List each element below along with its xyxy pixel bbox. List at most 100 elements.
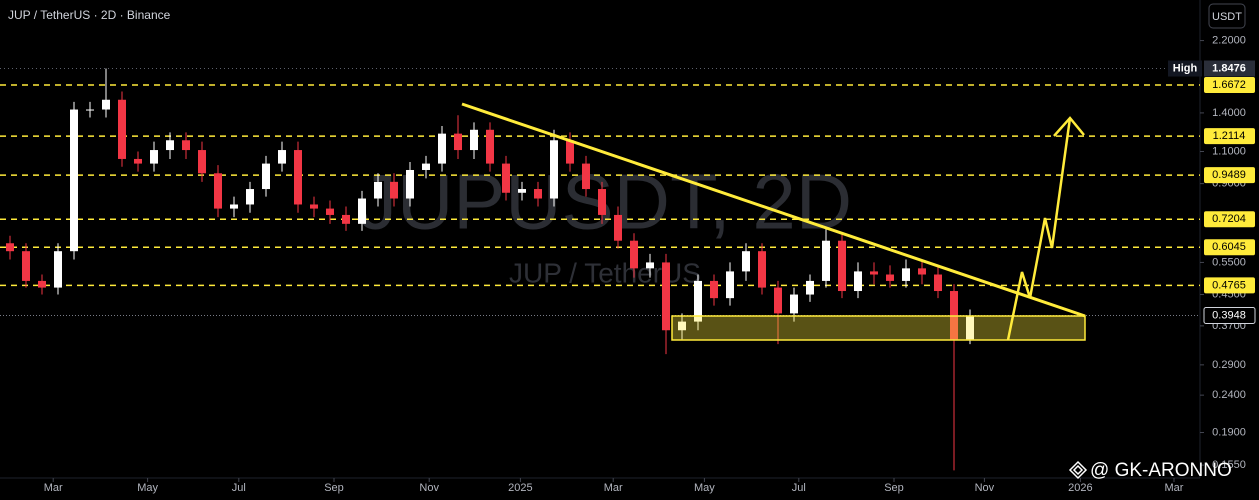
y-tick-label: 0.1900 — [1212, 426, 1246, 438]
y-tick-label: 0.2900 — [1212, 359, 1246, 371]
candle-body — [774, 287, 782, 314]
currency-label[interactable]: USDT — [1212, 11, 1242, 23]
candle-body — [822, 240, 830, 281]
projection-arrow — [1006, 117, 1072, 341]
x-tick-label: Nov — [975, 482, 995, 494]
candle-body — [742, 251, 750, 272]
arrow-head — [1053, 116, 1085, 137]
y-tick-label: 1.1000 — [1212, 145, 1246, 157]
author-icon — [1068, 460, 1088, 480]
y-tick-label: 1.4000 — [1212, 107, 1246, 119]
candle-body — [646, 262, 654, 269]
level-label: 0.4765 — [1212, 279, 1246, 291]
axis-group: 2.20001.40001.10000.90000.55000.45000.37… — [44, 34, 1256, 494]
candle-body — [246, 189, 254, 205]
candle-body — [582, 163, 590, 190]
candle-body — [294, 150, 302, 205]
symbol-watermark-subtitle: JUP / TetherUS — [509, 257, 701, 288]
candle-body — [38, 280, 46, 288]
candle-body — [710, 280, 718, 299]
x-tick-label: Sep — [884, 482, 904, 494]
candle-body — [374, 181, 382, 199]
x-tick-label: Sep — [324, 482, 344, 494]
level-label-box — [1204, 76, 1255, 93]
candle-body — [934, 274, 942, 292]
candle-body — [694, 280, 702, 322]
level-label: 1.6672 — [1212, 79, 1246, 91]
candle-body — [278, 150, 286, 164]
candle-body — [950, 291, 958, 340]
candle-body — [150, 150, 158, 164]
candle-body — [102, 99, 110, 110]
candle-body — [422, 163, 430, 170]
x-tick-label: May — [694, 482, 715, 494]
candle-body — [70, 109, 78, 252]
x-tick-label: Jul — [792, 482, 806, 494]
candle-body — [854, 271, 862, 292]
x-tick-label: Jul — [232, 482, 246, 494]
x-tick-label: 2025 — [508, 482, 532, 494]
candle-body — [966, 315, 974, 340]
y-tick-label: 0.5500 — [1212, 256, 1246, 268]
last-price-box — [1203, 306, 1256, 324]
candle-body — [214, 173, 222, 209]
candle-body — [726, 271, 734, 299]
candle-body — [918, 268, 926, 275]
level-label-box — [1204, 211, 1255, 228]
level-label-box — [1204, 277, 1255, 294]
candle-body — [534, 189, 542, 199]
candle-body — [678, 321, 686, 331]
candle-body — [758, 251, 766, 288]
candle-body — [262, 163, 270, 190]
level-label-box — [1204, 239, 1255, 256]
x-tick-label: 2026 — [1068, 482, 1092, 494]
level-label: 1.2114 — [1213, 130, 1246, 142]
candle-body — [118, 99, 126, 159]
candle-body — [6, 243, 14, 252]
currency-button[interactable] — [1208, 3, 1246, 29]
candle-body — [502, 163, 510, 193]
candle-body — [470, 129, 478, 151]
author-text: @ GK-ARONNO — [1090, 460, 1232, 481]
candle-body — [166, 140, 174, 151]
x-tick-label: May — [137, 482, 158, 494]
candle-body — [326, 208, 334, 215]
trendline — [461, 102, 1086, 318]
last-price-label: 0.3948 — [1212, 309, 1246, 321]
candle-body — [454, 133, 462, 151]
level-label: 0.9489 — [1212, 169, 1246, 181]
x-tick-label: Nov — [419, 482, 439, 494]
candle-body — [438, 133, 446, 164]
candle-body — [182, 140, 190, 151]
y-tick-label: 0.2400 — [1212, 389, 1246, 401]
candle-body — [566, 140, 574, 164]
candle-body — [630, 240, 638, 269]
candle-body — [406, 169, 414, 199]
candle-body — [902, 268, 910, 281]
drawings — [461, 102, 1086, 341]
candle-body — [198, 150, 206, 174]
candle-body — [886, 274, 894, 281]
candle-body — [134, 158, 142, 164]
high-value: 1.8476 — [1212, 62, 1246, 74]
x-tick-label: Mar — [44, 482, 63, 494]
candle-body — [598, 189, 606, 215]
candle-body — [358, 198, 366, 224]
candle-body — [662, 262, 670, 331]
level-label: 0.7204 — [1212, 213, 1246, 225]
y-tick-label: 2.2000 — [1212, 34, 1246, 46]
support-zone — [671, 315, 1086, 341]
x-tick-label: Mar — [604, 482, 623, 494]
level-label: 0.6045 — [1212, 241, 1246, 253]
candle-body — [870, 271, 878, 275]
candle-body — [614, 214, 622, 241]
candle-body — [486, 129, 494, 164]
x-tick-label: Mar — [1165, 482, 1184, 494]
candle-body — [22, 251, 30, 281]
y-tick-label: 0.1550 — [1212, 459, 1246, 471]
candle-body — [390, 181, 398, 199]
candle-body — [518, 189, 526, 193]
candle-body — [86, 109, 94, 111]
candle-body — [550, 140, 558, 199]
